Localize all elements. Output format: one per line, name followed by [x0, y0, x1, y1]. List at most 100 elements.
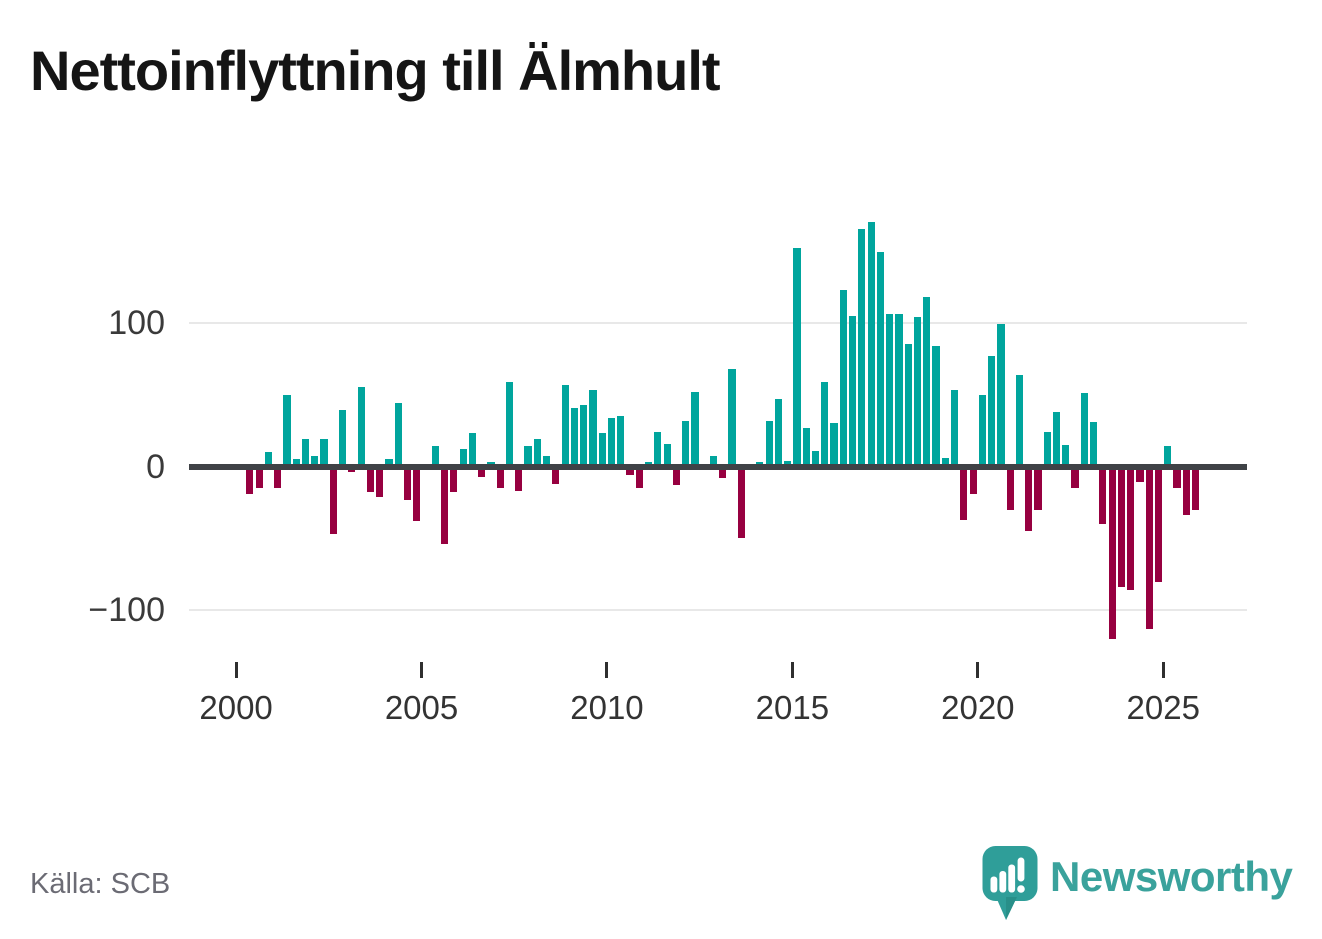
bar	[264, 452, 273, 467]
source-note: Källa: SCB	[30, 868, 171, 900]
x-tick-label: 2005	[384, 689, 459, 726]
bar	[969, 466, 977, 494]
bar	[1164, 446, 1172, 467]
bar	[1025, 466, 1033, 532]
bar	[941, 457, 949, 467]
bar	[450, 466, 458, 493]
bar	[997, 324, 1005, 467]
x-tick-mark	[420, 662, 424, 678]
x-tick-label: 2025	[1126, 689, 1200, 726]
bar	[1117, 466, 1126, 588]
bar	[366, 466, 375, 493]
bar	[1062, 444, 1070, 467]
bar	[1145, 466, 1153, 629]
newsworthy-logo-icon	[982, 846, 1038, 920]
bar	[719, 466, 727, 478]
x-axis-zero-line	[189, 463, 1247, 470]
bar	[274, 466, 282, 489]
bar	[737, 466, 745, 539]
bar	[1099, 466, 1107, 524]
bar	[1015, 374, 1024, 467]
bar	[635, 466, 643, 489]
bar	[895, 314, 903, 467]
x-tick-label: 2000	[199, 689, 273, 726]
bar	[515, 466, 523, 491]
bar	[728, 368, 736, 467]
bar	[913, 317, 922, 467]
x-tick-mark	[1161, 662, 1165, 678]
bar	[1071, 466, 1079, 489]
bar	[283, 394, 291, 467]
bar	[858, 229, 866, 467]
bar	[691, 391, 699, 467]
bar	[413, 466, 421, 522]
bar	[533, 439, 541, 467]
bar	[598, 433, 606, 467]
bar	[1154, 466, 1163, 582]
bar	[1108, 466, 1116, 639]
bar	[886, 314, 894, 467]
bar	[904, 344, 912, 467]
bar	[339, 410, 347, 467]
bar	[246, 466, 254, 494]
y-tick-label: 0	[146, 447, 165, 486]
bar	[663, 443, 671, 467]
chart-title: Nettoinflyttning till Älmhult	[30, 39, 721, 102]
gridline-y-100	[189, 609, 1247, 612]
bar	[552, 466, 560, 484]
bar	[255, 466, 263, 489]
bar	[431, 446, 439, 467]
x-tick-mark	[976, 662, 980, 678]
bar	[1136, 466, 1144, 483]
bar	[542, 456, 551, 467]
bar	[988, 355, 996, 467]
bar	[1182, 466, 1190, 516]
bar	[607, 417, 616, 467]
bar	[654, 432, 662, 467]
bar	[960, 466, 968, 520]
x-tick-mark	[790, 662, 794, 678]
bar	[496, 466, 504, 489]
bar	[589, 390, 597, 467]
bar	[811, 450, 820, 467]
bar	[672, 466, 680, 486]
bar	[876, 252, 884, 467]
bar	[292, 459, 300, 467]
bar	[932, 345, 940, 467]
bar	[385, 459, 393, 467]
bar	[1052, 411, 1061, 467]
bar	[403, 466, 412, 500]
bar	[682, 420, 690, 467]
bar	[793, 248, 801, 467]
bar	[1006, 466, 1014, 510]
x-tick-label: 2015	[755, 689, 830, 726]
bar	[441, 466, 449, 545]
bar	[524, 446, 532, 467]
newsworthy-branding: Newsworthy	[982, 845, 1302, 925]
bar	[709, 456, 718, 467]
bar	[617, 416, 625, 467]
bar	[561, 384, 569, 467]
bar	[357, 387, 365, 467]
bar	[1173, 466, 1181, 489]
bar	[1034, 466, 1042, 510]
bar	[1080, 393, 1088, 467]
bar	[848, 315, 857, 467]
bar	[950, 390, 959, 467]
bar	[765, 420, 773, 467]
bar	[821, 381, 829, 467]
bar	[580, 404, 588, 467]
bar	[1043, 432, 1051, 467]
x-tick-label: 2010	[570, 689, 644, 726]
x-tick-mark	[234, 662, 238, 678]
bar	[626, 466, 634, 476]
newsworthy-wordmark: Newsworthy	[1050, 853, 1293, 900]
bar	[478, 466, 486, 477]
bar	[394, 403, 402, 467]
x-tick-mark	[605, 662, 609, 678]
bar	[978, 394, 986, 467]
y-tick-label: −100	[88, 591, 165, 630]
bar	[867, 222, 875, 467]
bar	[1127, 466, 1135, 591]
